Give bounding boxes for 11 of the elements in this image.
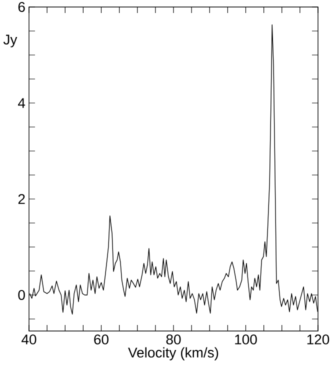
x-axis-title: Velocity (km/s) [128,347,218,360]
y-tick-label: 0 [18,290,25,300]
x-tick-label: 100 [235,334,257,344]
x-tick-label: 80 [166,334,181,344]
y-tick-label: 4 [18,98,26,108]
x-tick-label: 40 [22,334,36,344]
y-tick-label: 2 [18,194,25,204]
x-tick-label: 120 [307,334,330,344]
x-tick-label: 60 [94,334,108,344]
y-tick-label: 6 [18,2,25,12]
y-axis-title: Jy [3,34,18,48]
